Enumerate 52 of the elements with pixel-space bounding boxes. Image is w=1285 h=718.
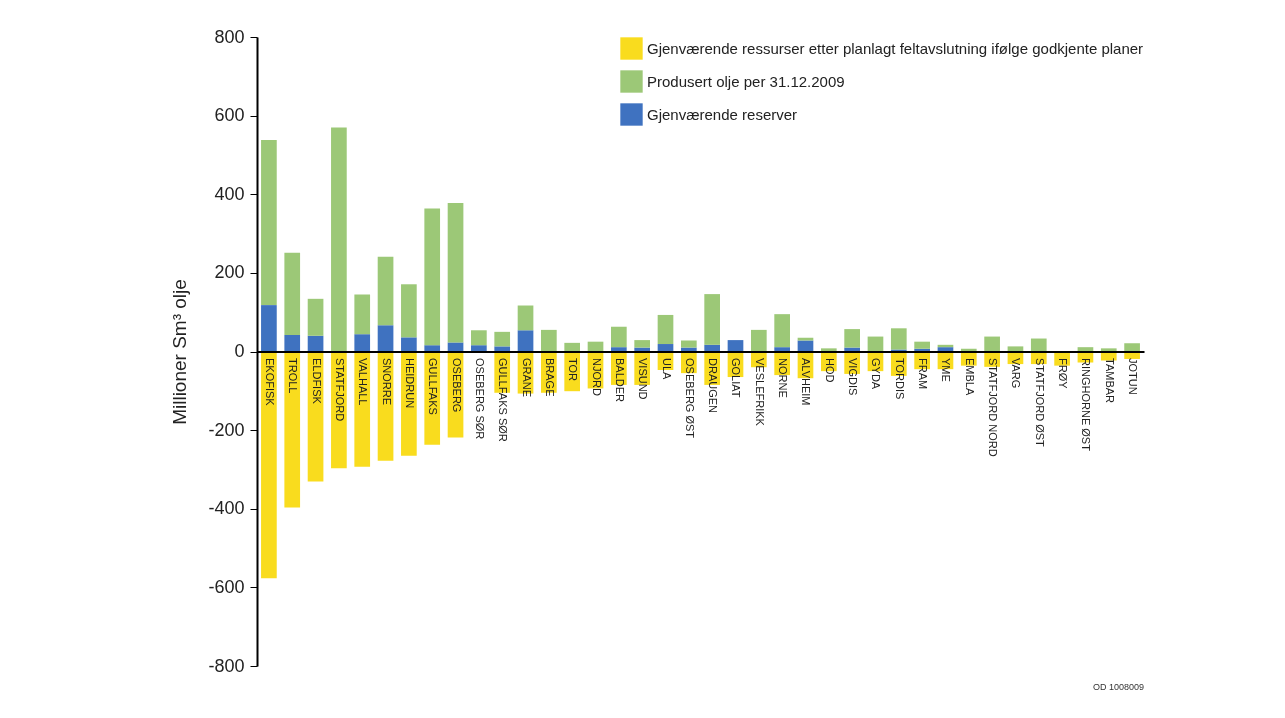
x-tick-label: FRØY (1057, 358, 1070, 390)
x-tick-label: OSEBERG SØR (473, 358, 486, 440)
x-tick-label: HEIDRUN (403, 358, 416, 409)
x-tick-label: SNORRE (380, 358, 393, 406)
x-tick-label: GOLIAT (730, 358, 743, 398)
x-tick-label: GRANE (520, 358, 533, 398)
x-tick-label: TORDIS (893, 358, 906, 400)
x-tick-label: TAMBAR (1103, 358, 1116, 404)
x-tick-label: RINGHORNE ØST (1080, 358, 1093, 452)
y-tick-label: 400 (214, 183, 245, 204)
x-tick-label: GYDA (870, 358, 883, 390)
x-tick-label: VARG (1010, 358, 1023, 389)
y-tick-label: -200 (208, 419, 245, 440)
y-tick-label: 0 (234, 341, 245, 361)
legend-label: Gjenværende ressurser etter planlagt feltavslutning ifølge godkjente planer (647, 39, 1144, 57)
x-tick-label: STATFJORD (333, 358, 346, 422)
x-tick-label: JOTUN (1127, 358, 1140, 395)
x-tick-label: VIGDIS (847, 358, 860, 396)
legend-label: Produsert olje per 31.12.2009 (647, 72, 845, 90)
x-tick-label: ELDFISK (310, 358, 323, 405)
x-tick-label: DRAUGEN (707, 358, 720, 414)
x-tick-label: TOR (567, 358, 580, 382)
x-tick-label: BRAGE (543, 358, 556, 397)
x-tick-label: GULLFAKS (427, 358, 440, 415)
x-tick-label: VALHALL (357, 358, 370, 406)
y-tick-label: -600 (208, 576, 245, 597)
y-tick-label: 600 (214, 105, 245, 126)
x-tick-label: HOD (823, 358, 836, 383)
x-tick-label: BALDER (613, 358, 626, 403)
y-tick-label: -400 (208, 498, 245, 519)
x-tick-label: OSEBERG (450, 358, 463, 413)
x-tick-label: FRAM (917, 358, 930, 390)
x-tick-label: ULA (660, 358, 673, 381)
legend-label: Gjenværende reserver (647, 105, 798, 123)
x-tick-label: NJORD (590, 358, 603, 396)
x-tick-label: OSEBERG ØST (683, 358, 696, 439)
x-tick-label: STATFJORD ØST (1033, 358, 1046, 448)
x-tick-label: STATFJORD NORD (987, 358, 1000, 457)
text: OD 1008009 (1092, 682, 1144, 692)
y-tick-label: -800 (208, 655, 245, 676)
x-tick-label: VESLEFRIKK (753, 358, 766, 427)
x-tick-label: VISUND (637, 358, 650, 400)
y-tick-label: 200 (214, 262, 245, 283)
x-tick-label: YME (940, 358, 953, 382)
x-tick-label: TROLL (287, 358, 300, 394)
x-tick-label: ALVHEIM (800, 358, 813, 406)
x-tick-label: GULLFAKS SØR (497, 358, 510, 442)
y-axis-title: Millioner Sm³ olje (169, 279, 191, 425)
y-tick-label: 800 (214, 26, 245, 47)
x-tick-label: NORNE (777, 358, 790, 398)
x-tick-label: EMBLA (963, 358, 976, 396)
x-tick-label: EKOFISK (263, 358, 276, 407)
